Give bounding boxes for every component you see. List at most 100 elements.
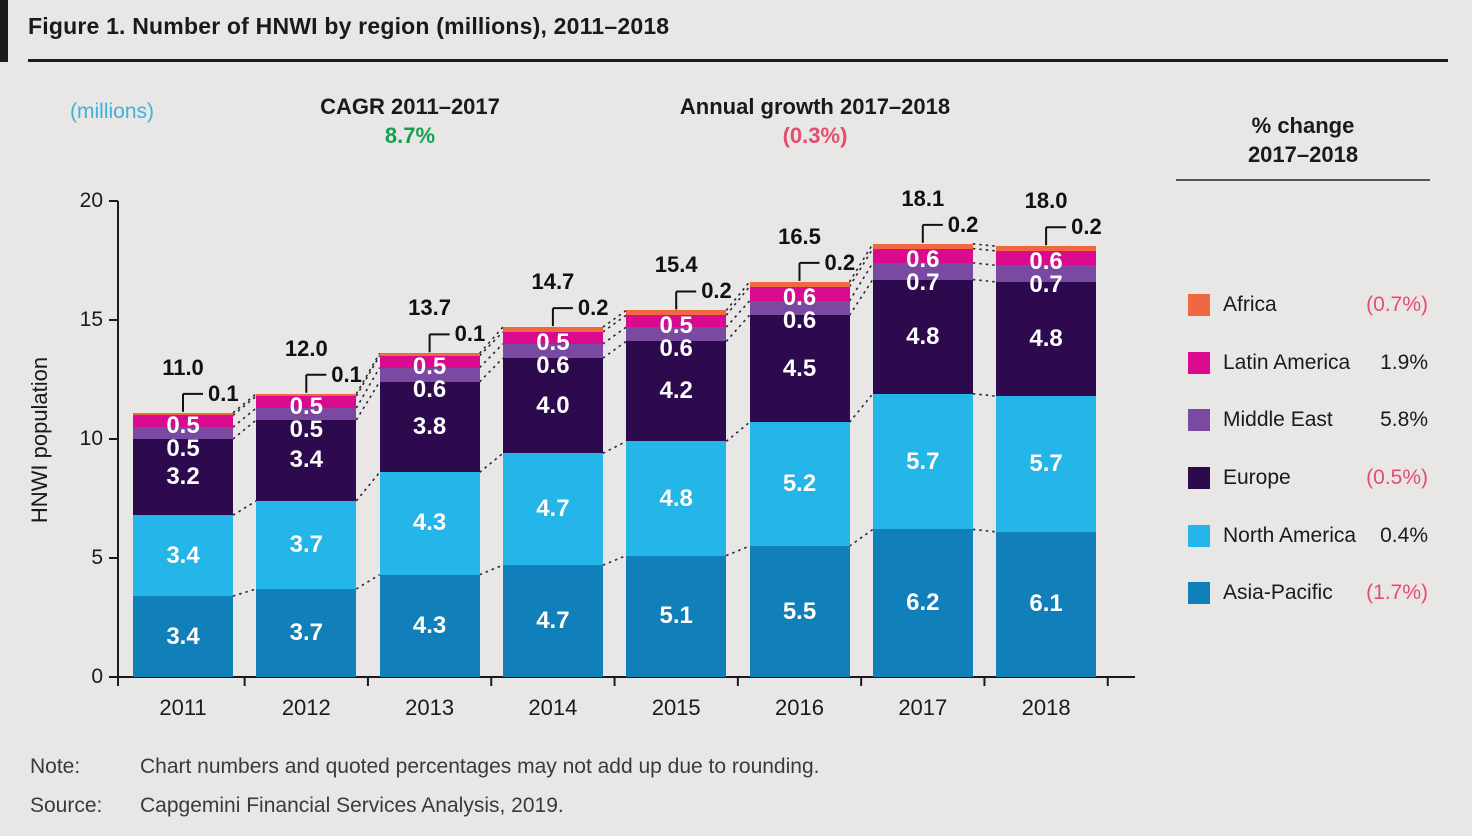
segment-value-label: 0.6 [782, 283, 817, 311]
segment-connector-line [232, 419, 257, 440]
bar-segment-latin-america [749, 286, 850, 301]
bar-segment-africa [379, 353, 480, 356]
note-row: Note: Chart numbers and quoted percentage… [30, 755, 819, 779]
bar-segment-middle-east [626, 327, 727, 342]
segment-value-label: 4.7 [536, 495, 570, 523]
legend-header-line1: % change [1251, 113, 1355, 138]
annual-growth-value: (0.3%) [782, 123, 848, 148]
bar-segment-latin-america [872, 248, 973, 263]
segment-connector-line [479, 357, 504, 383]
bar-segment-europe [502, 358, 603, 454]
segment-connector-line [479, 564, 504, 576]
segment-value-label: 5.5 [782, 597, 817, 625]
africa-callout-label: 0.2 [1071, 214, 1102, 240]
segment-value-label: 0.7 [1029, 270, 1063, 298]
legend-swatch [1188, 524, 1210, 547]
segment-value-label: 0.6 [1029, 247, 1063, 275]
segment-value-label: 4.8 [906, 322, 940, 350]
bar-segment-latin-america [379, 355, 480, 368]
bar-total-label: 12.0 [284, 335, 328, 361]
segment-value-label: 6.1 [1029, 590, 1063, 618]
bar-segment-north-america [996, 396, 1097, 532]
segment-value-label: 3.7 [289, 530, 323, 558]
segment-value-label: 3.2 [166, 463, 200, 491]
bar-segment-middle-east [379, 367, 480, 382]
annual-growth-label: Annual growth 2017–2018 [679, 94, 951, 119]
africa-callout-label: 0.1 [454, 321, 486, 347]
y-tick-label: 20 [79, 189, 103, 212]
title-accent-bar [0, 0, 8, 62]
segment-connector-line [602, 554, 627, 566]
bar-total-label: 13.7 [408, 295, 451, 321]
y-tick-label: 15 [79, 308, 103, 331]
bar-segment-europe [749, 315, 850, 423]
y-axis-unit-note: (millions) [70, 100, 154, 123]
cagr-value: 8.7% [384, 123, 436, 148]
legend-item-africa: Africa (0.7%) [1188, 292, 1428, 318]
bar-segment-middle-east [133, 427, 233, 439]
bar-segment-latin-america [626, 315, 727, 328]
bar-total-label: 18.0 [1024, 188, 1068, 214]
africa-callout-label: 0.2 [701, 278, 732, 304]
y-tick-label: 5 [91, 546, 103, 569]
segment-connector-line [725, 545, 750, 557]
annual-growth-annotation: Annual growth 2017–2018 (0.3%) [645, 94, 985, 149]
legend-label: Africa [1223, 293, 1277, 317]
bar-segment-north-america [502, 453, 603, 566]
segment-value-label: 4.3 [412, 611, 447, 639]
segment-value-label: 4.3 [412, 509, 447, 537]
segment-connector-line [479, 452, 504, 473]
x-tick-label-year: 2016 [775, 695, 824, 720]
note-label: Note: [30, 755, 81, 778]
segment-value-label: 0.5 [289, 416, 323, 444]
segment-value-label: 0.6 [782, 306, 817, 334]
source-label: Source: [30, 794, 103, 817]
cagr-label: CAGR 2011–2017 [320, 94, 500, 119]
x-tick-label-year: 2013 [405, 695, 455, 720]
segment-value-label: 4.8 [659, 484, 693, 512]
bar-segment-africa [749, 281, 850, 287]
africa-callout-label: 0.1 [331, 361, 362, 387]
segment-value-label: 5.2 [782, 470, 817, 498]
africa-callout-label: 0.2 [577, 295, 609, 321]
legend-change-value: 0.4% [1380, 523, 1428, 547]
bar-segment-latin-america [996, 250, 1097, 266]
segment-value-label: 5.7 [1029, 449, 1063, 477]
title-rule [28, 59, 1448, 62]
legend-header-rule [1176, 179, 1430, 182]
segment-value-label: 4.7 [536, 607, 570, 635]
bar-total-label: 11.0 [162, 354, 204, 380]
bar-segment-north-america [379, 472, 480, 575]
bar-segment-africa [133, 412, 233, 416]
bar-segment-north-america [133, 515, 233, 597]
segment-connector-line [972, 528, 997, 533]
africa-callout-label: 0.1 [208, 380, 239, 406]
segment-connector-line [355, 471, 381, 502]
bar-segment-latin-america [256, 396, 357, 409]
bar-total-label: 16.5 [778, 223, 821, 249]
bar-segment-latin-america [133, 415, 233, 428]
segment-connector-line [972, 392, 997, 397]
bar-segment-africa [626, 310, 727, 316]
segment-value-label: 0.5 [659, 312, 693, 340]
legend-item-middle-east: Middle East 5.8% [1188, 407, 1428, 433]
africa-callout-label: 0.2 [824, 249, 856, 275]
x-tick-label-year: 2011 [159, 695, 207, 720]
x-tick-label-year: 2014 [528, 695, 578, 720]
segment-value-label: 3.4 [166, 541, 200, 569]
segment-value-label: 0.6 [536, 351, 570, 379]
bar-segment-north-america [872, 393, 973, 530]
bar-total-label: 14.7 [531, 269, 575, 295]
cagr-annotation: CAGR 2011–2017 8.7% [240, 94, 580, 149]
segment-connector-line [355, 573, 381, 590]
figure-title: Figure 1. Number of HNWI by region (mill… [28, 13, 670, 39]
legend-swatch [1188, 294, 1210, 317]
bar-segment-europe [379, 381, 480, 473]
segment-connector-line [972, 262, 997, 267]
segment-value-label: 0.6 [412, 375, 447, 403]
segment-value-label: 4.2 [659, 377, 693, 405]
africa-callout-label: 0.2 [947, 211, 979, 237]
segment-connector-line [602, 340, 627, 359]
segment-connector-line [602, 440, 627, 454]
